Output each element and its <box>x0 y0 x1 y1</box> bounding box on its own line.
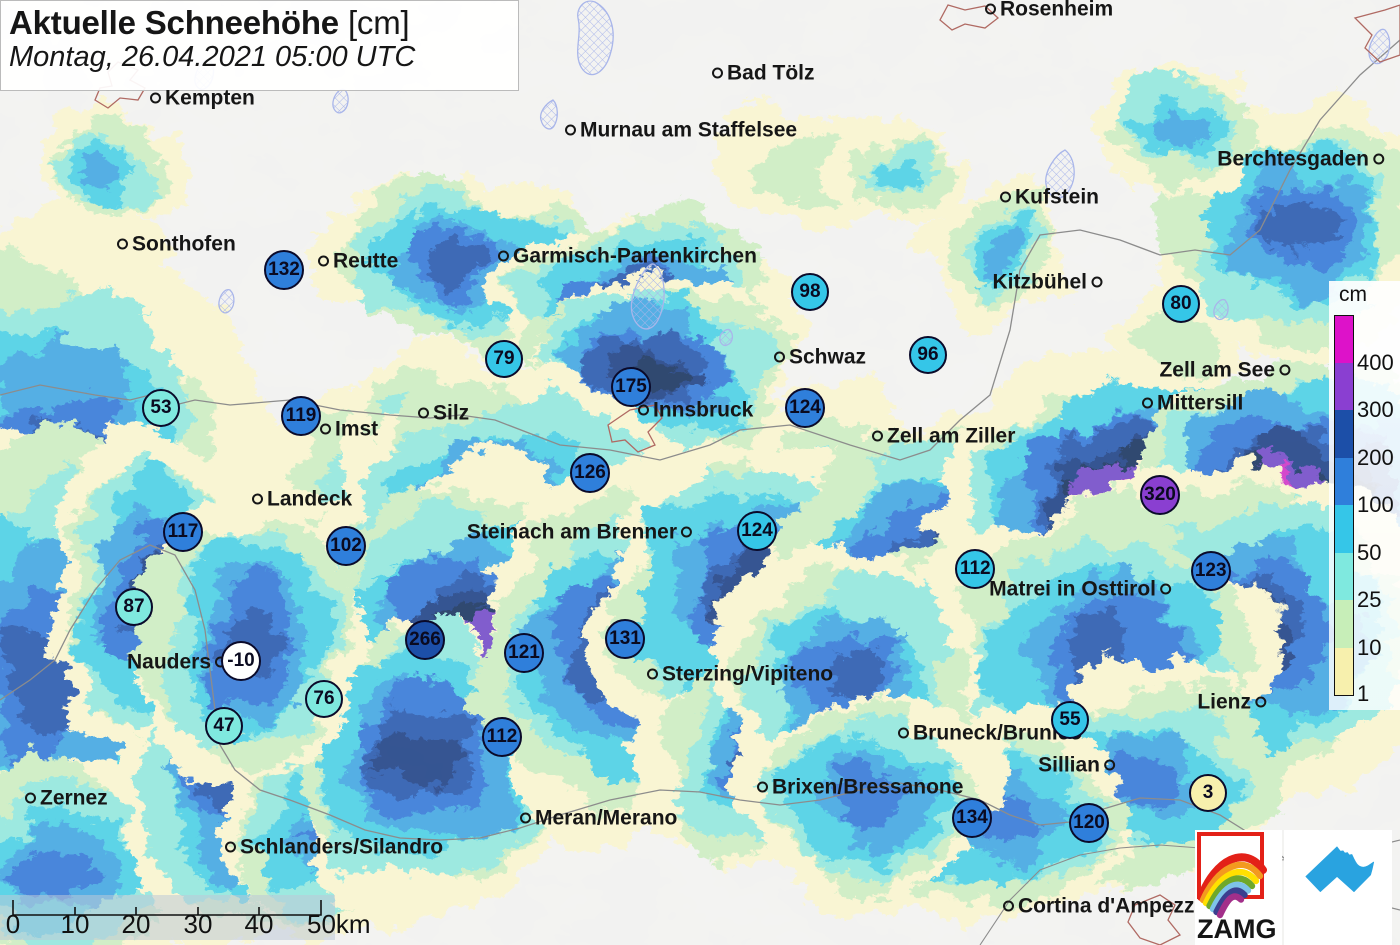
svg-text:ZAMG: ZAMG <box>1197 914 1276 944</box>
